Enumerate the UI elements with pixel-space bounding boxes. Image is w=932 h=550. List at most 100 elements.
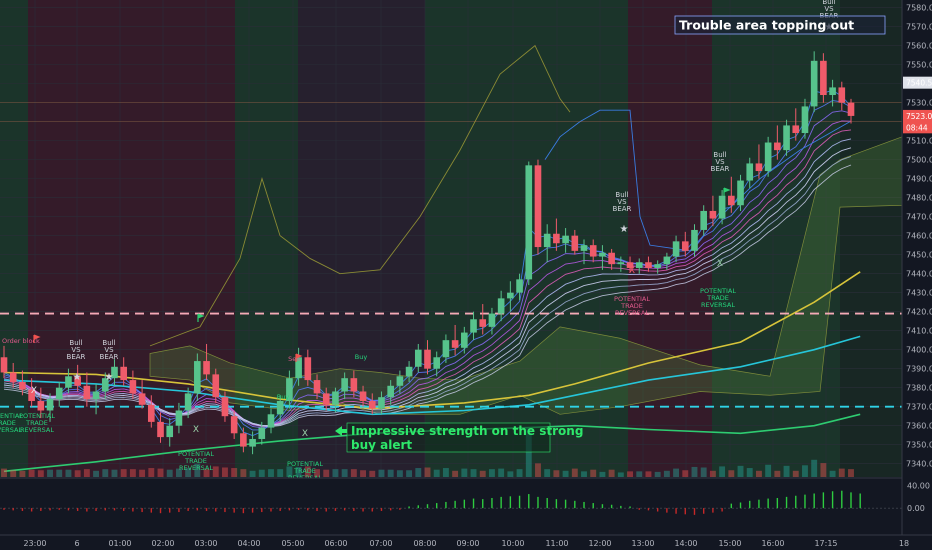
candle[interactable] [626, 256, 634, 272]
candle[interactable] [534, 159, 542, 255]
candle[interactable] [414, 343, 422, 373]
candle[interactable] [525, 161, 533, 286]
candle[interactable] [267, 408, 275, 434]
candle[interactable] [746, 157, 754, 189]
candle[interactable] [479, 304, 487, 335]
candle[interactable] [608, 248, 615, 270]
candle[interactable] [470, 311, 477, 341]
candle[interactable] [74, 364, 81, 392]
candle[interactable] [19, 370, 26, 396]
candle[interactable] [774, 125, 781, 160]
candle[interactable] [571, 229, 579, 255]
candle[interactable] [359, 385, 367, 407]
price-axis[interactable]: 7340.00 7350.00 7360.00 7370.00 7380.00 7390.… [901, 0, 932, 550]
candle[interactable] [451, 324, 459, 356]
candle[interactable] [147, 395, 155, 428]
candle[interactable] [175, 402, 183, 434]
candle[interactable] [635, 258, 643, 274]
candle[interactable] [28, 378, 35, 407]
candle[interactable] [497, 290, 505, 322]
candle[interactable] [461, 326, 468, 354]
candles[interactable] [0, 51, 855, 455]
candle[interactable] [230, 410, 238, 439]
candle[interactable] [111, 359, 118, 386]
price-tick-label: 7570.00 [906, 23, 932, 32]
candle[interactable] [820, 53, 827, 103]
candle[interactable] [589, 239, 597, 263]
candle[interactable] [718, 190, 726, 225]
candle[interactable] [341, 372, 348, 400]
candle[interactable] [46, 393, 54, 422]
candle[interactable] [728, 176, 735, 213]
candle[interactable] [516, 273, 523, 301]
candle[interactable] [313, 374, 321, 400]
candle[interactable] [442, 334, 450, 363]
candle[interactable] [617, 256, 625, 272]
candle[interactable] [709, 195, 717, 227]
candle[interactable] [286, 370, 293, 409]
candle[interactable] [120, 357, 127, 386]
candle[interactable] [304, 349, 312, 386]
candle[interactable] [792, 108, 800, 141]
strength-callout[interactable]: Impressive strength on the strong buy al… [335, 422, 583, 453]
candle[interactable] [55, 381, 63, 407]
candle[interactable] [562, 228, 569, 253]
candle[interactable] [240, 427, 247, 453]
candle[interactable] [599, 245, 606, 270]
candle[interactable] [166, 418, 174, 447]
candle[interactable] [543, 224, 551, 263]
candle[interactable] [405, 361, 413, 382]
candle[interactable] [810, 51, 818, 113]
candle[interactable] [672, 235, 680, 263]
candle[interactable] [387, 380, 394, 405]
candle[interactable] [0, 345, 8, 379]
candle[interactable] [221, 391, 229, 422]
candle[interactable] [396, 370, 404, 394]
candle[interactable] [203, 343, 210, 381]
candle[interactable] [801, 98, 809, 139]
candle[interactable] [9, 362, 17, 388]
candle[interactable] [350, 370, 358, 398]
candle[interactable] [553, 218, 560, 251]
candle[interactable] [332, 387, 339, 413]
candle[interactable] [37, 387, 45, 419]
candle[interactable] [129, 370, 137, 400]
candle[interactable] [368, 393, 376, 415]
candle[interactable] [83, 372, 91, 407]
candle[interactable] [322, 387, 330, 411]
candle[interactable] [424, 340, 431, 375]
candle[interactable] [157, 412, 164, 443]
candle[interactable] [258, 421, 266, 445]
candle[interactable] [194, 353, 201, 401]
candle[interactable] [138, 380, 146, 409]
candle[interactable] [654, 260, 661, 274]
topping-out-callout[interactable]: Trouble area topping out [674, 15, 886, 35]
candle[interactable] [645, 256, 652, 272]
candle[interactable] [488, 307, 496, 335]
candle[interactable] [92, 383, 100, 415]
candle[interactable] [249, 431, 256, 455]
candle[interactable] [101, 372, 109, 400]
candle[interactable] [295, 347, 302, 386]
candle[interactable] [755, 144, 763, 179]
candle[interactable] [663, 252, 671, 270]
candle[interactable] [700, 205, 708, 236]
candle[interactable] [507, 281, 514, 312]
candle[interactable] [681, 231, 689, 257]
candle[interactable] [847, 98, 855, 124]
candle[interactable] [691, 224, 698, 257]
candle[interactable] [838, 81, 846, 111]
candle[interactable] [764, 136, 772, 177]
candle[interactable] [783, 119, 790, 156]
candle[interactable] [184, 387, 192, 419]
candle[interactable] [433, 351, 441, 377]
time-axis[interactable]: 23:00 6 01:00 02:00 03:00 04:00 05:00 06:00 07:0… [0, 534, 932, 550]
candle[interactable] [212, 368, 220, 403]
candle[interactable] [737, 174, 744, 211]
candle[interactable] [378, 391, 385, 415]
candle[interactable] [65, 368, 72, 394]
candle[interactable] [276, 395, 284, 422]
candle[interactable] [829, 79, 836, 107]
candle[interactable] [580, 239, 588, 265]
